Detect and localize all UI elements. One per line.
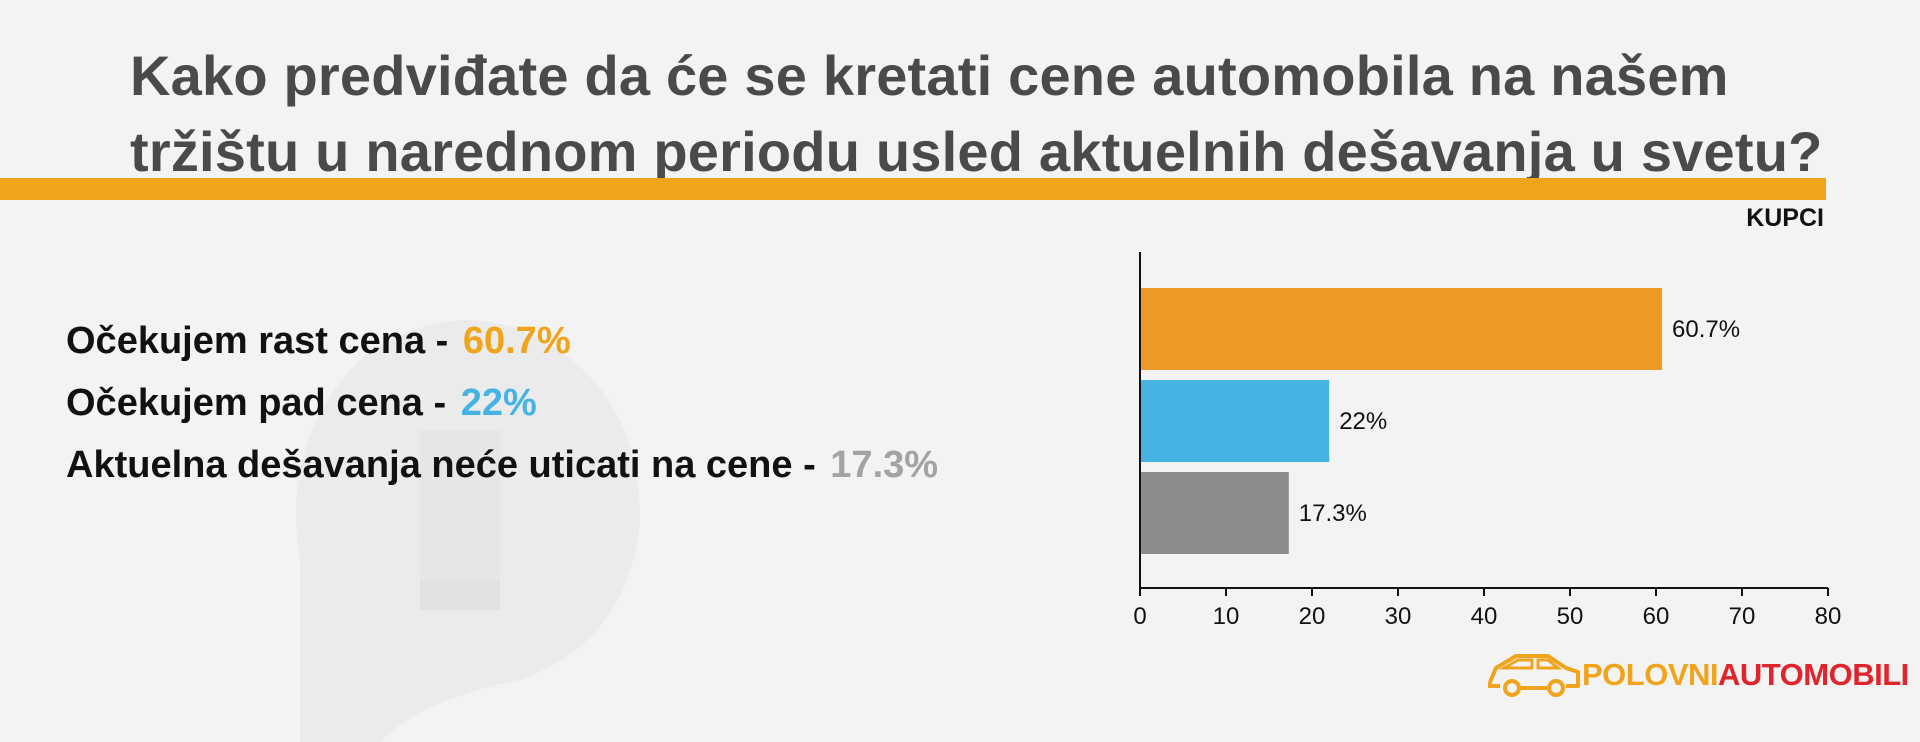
data-label: 22% bbox=[1339, 408, 1387, 435]
legend-percent: 60.7% bbox=[462, 320, 571, 362]
legend-item-rise: Očekujem rast cena - 60.7% bbox=[66, 310, 938, 372]
legend-item-fall: Očekujem pad cena - 22% bbox=[66, 372, 938, 434]
legend-label: Očekujem rast cena - bbox=[66, 320, 459, 362]
bar-chart: 60.7% 22% 17.3% 0 10 20 30 40 50 60 70 80 bbox=[1133, 252, 1842, 630]
legend-percent: 17.3% bbox=[830, 444, 939, 486]
bar bbox=[1140, 380, 1330, 462]
x-tick-label: 60 bbox=[1643, 603, 1670, 630]
x-tick-label: 70 bbox=[1729, 603, 1756, 630]
logo-text-part2: AUTOMOBILI bbox=[1718, 657, 1909, 692]
x-tick-label: 50 bbox=[1557, 603, 1584, 630]
logo: POLOVNIAUTOMOBILI bbox=[1486, 648, 1909, 702]
legend-percent: 22% bbox=[460, 382, 537, 424]
legend-label: Aktuelna dešavanja neće uticati na cene … bbox=[66, 444, 827, 486]
legend-label: Očekujem pad cena - bbox=[66, 382, 457, 424]
legend-item-no-effect: Aktuelna dešavanja neće uticati na cene … bbox=[66, 434, 938, 496]
bar bbox=[1140, 288, 1663, 370]
bar bbox=[1140, 472, 1289, 554]
x-tick-label: 20 bbox=[1299, 603, 1326, 630]
x-tick-label: 30 bbox=[1385, 603, 1412, 630]
x-tick-label: 0 bbox=[1133, 603, 1146, 630]
legend: Očekujem rast cena - 60.7% Očekujem pad … bbox=[66, 310, 938, 496]
data-label: 60.7% bbox=[1672, 316, 1740, 343]
title-line-2: tržištu u narednom periodu usled aktueln… bbox=[130, 120, 1823, 183]
data-label: 17.3% bbox=[1299, 500, 1367, 527]
chart-label: KUPCI bbox=[1746, 204, 1824, 232]
accent-bar bbox=[0, 178, 1826, 200]
car-icon bbox=[1488, 654, 1580, 697]
x-tick-label: 40 bbox=[1471, 603, 1498, 630]
x-tick-label: 80 bbox=[1815, 603, 1842, 630]
x-tick-label: 10 bbox=[1213, 603, 1240, 630]
logo-text-part1: POLOVNI bbox=[1582, 657, 1719, 692]
logo-text: POLOVNIAUTOMOBILI bbox=[1582, 657, 1909, 693]
title-line-1: Kako predviđate da će se kretati cene au… bbox=[130, 44, 1729, 107]
page-title: Kako predviđate da će se kretati cene au… bbox=[130, 38, 1830, 190]
